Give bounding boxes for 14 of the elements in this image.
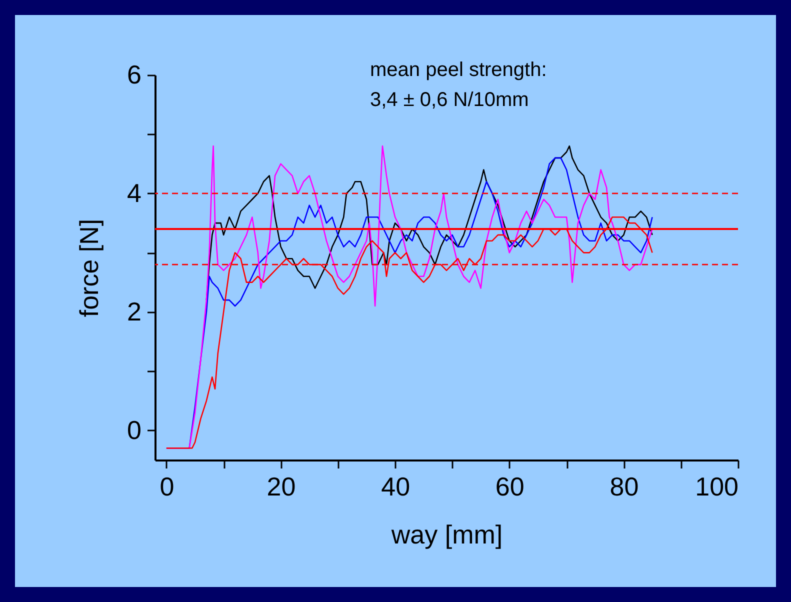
x-tick-label: 100 bbox=[695, 472, 738, 502]
x-tick-label: 20 bbox=[266, 472, 296, 502]
y-tick-label: 0 bbox=[127, 414, 142, 445]
x-axis-title: way [mm] bbox=[390, 520, 503, 550]
y-tick-label: 4 bbox=[127, 178, 142, 208]
x-tick-label: 80 bbox=[610, 472, 639, 502]
y-axis-title: force [N] bbox=[74, 218, 104, 318]
x-tick-label: 60 bbox=[495, 472, 524, 502]
annotation: mean peel strength: bbox=[370, 59, 547, 81]
annotation: 3,4 ± 0,6 N/10mm bbox=[370, 89, 529, 111]
y-tick-label: 2 bbox=[127, 296, 142, 326]
y-tick-label: 6 bbox=[127, 60, 142, 90]
x-tick-label: 40 bbox=[381, 472, 410, 502]
x-tick-label: 0 bbox=[160, 472, 174, 502]
